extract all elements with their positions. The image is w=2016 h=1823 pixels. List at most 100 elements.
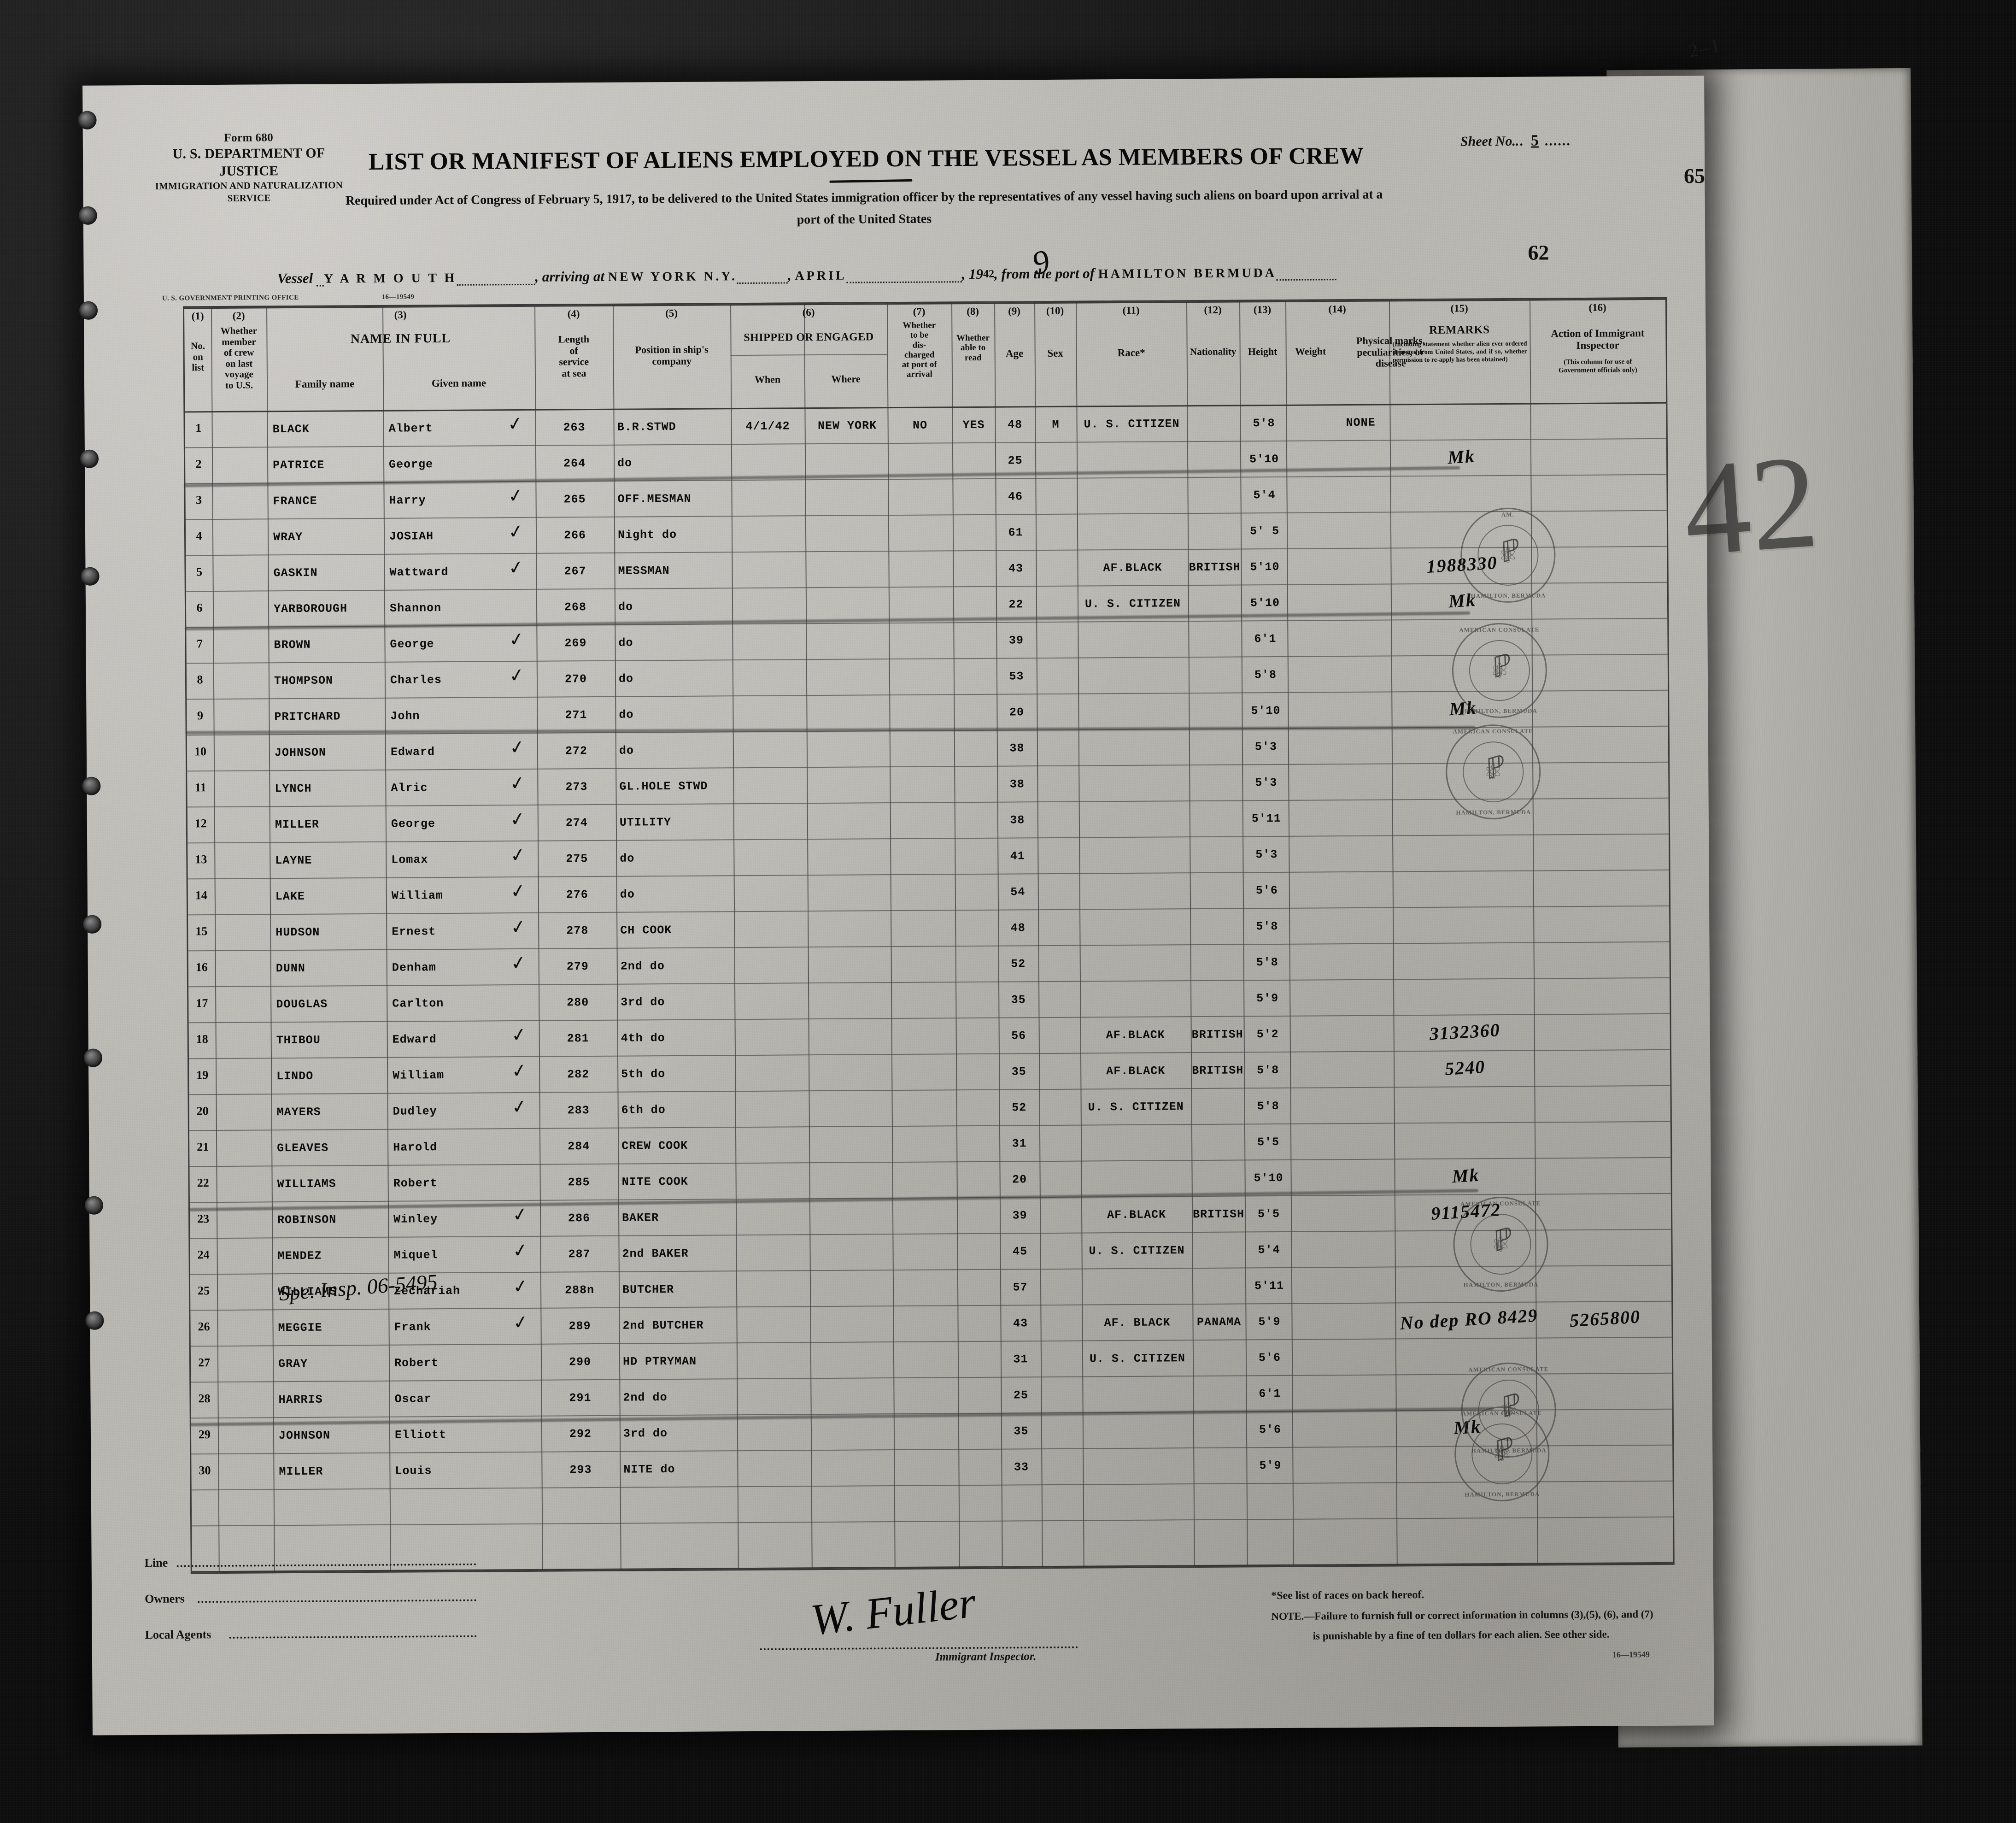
footer-local-agents-rule bbox=[229, 1635, 477, 1639]
cell-age: 43 bbox=[1008, 562, 1024, 576]
cell-service: 274 bbox=[565, 816, 588, 830]
cell-position: MESSMAN bbox=[618, 564, 670, 578]
stamp-top-text: AMERICAN CONSULATE bbox=[1461, 1409, 1542, 1417]
cell-service: 272 bbox=[565, 744, 588, 758]
cell-age: 56 bbox=[1011, 1029, 1026, 1043]
cell-given: William bbox=[393, 1069, 445, 1082]
punch-hole bbox=[83, 915, 102, 934]
cell-service: 269 bbox=[564, 636, 587, 650]
cell-nationality: BRITISH bbox=[1193, 1207, 1245, 1222]
cell-given: John bbox=[390, 709, 420, 723]
cell-age: 52 bbox=[1012, 1101, 1027, 1115]
column-number-7: (7) bbox=[913, 306, 926, 318]
stamp-top-text: AM. bbox=[1501, 511, 1514, 518]
cell-height: 5'10 bbox=[1250, 560, 1280, 574]
cell-service: 285 bbox=[568, 1176, 590, 1189]
cell-position: BUTCHER bbox=[622, 1282, 674, 1297]
pen-checkmark: ✓ bbox=[506, 412, 525, 435]
cell-age: 25 bbox=[1013, 1388, 1029, 1402]
cell-height: 5'8 bbox=[1254, 668, 1277, 682]
cell-position: do bbox=[618, 672, 634, 686]
cell-no: 5 bbox=[196, 565, 203, 579]
cell-family: YARBOROUGH bbox=[273, 602, 348, 616]
cell-height: 5'2 bbox=[1256, 1027, 1279, 1041]
cell-given: Charles bbox=[390, 673, 442, 687]
cell-position: HD PTRYMAN bbox=[622, 1354, 697, 1369]
consulate-stamp: ⚛ AMERICAN CONSULATE HAMILTON, BERMUDA ℙ bbox=[1445, 724, 1541, 820]
cell-service: 290 bbox=[568, 1355, 592, 1369]
footer-owners-label: Owners bbox=[145, 1592, 185, 1606]
header-action-of-inspector: Action of Immigrant Inspector bbox=[1551, 327, 1645, 351]
punch-hole bbox=[80, 449, 99, 468]
cell-service: 292 bbox=[569, 1427, 592, 1441]
cell-no: 6 bbox=[196, 601, 203, 615]
cell-race: U. S. CITIZEN bbox=[1088, 1100, 1184, 1114]
cell-remarks: Mk bbox=[1451, 1164, 1480, 1187]
print-code: 16—19549 bbox=[381, 293, 415, 301]
cell-family: DOUGLAS bbox=[276, 997, 328, 1011]
cell-height: 5'5 bbox=[1258, 1207, 1280, 1221]
cell-height: 5'9 bbox=[1258, 1315, 1281, 1329]
cell-given: Oscar bbox=[394, 1392, 432, 1406]
cell-position: GL.HOLE STWD bbox=[619, 779, 708, 794]
cell-no: 9 bbox=[197, 709, 204, 723]
penalty-note-line1: NOTE.—Failure to furnish full or correct… bbox=[1271, 1608, 1653, 1623]
arriving-label: , arriving at bbox=[535, 268, 605, 285]
cell-family: MILLER bbox=[279, 1464, 323, 1479]
cell-no: 28 bbox=[198, 1392, 211, 1405]
cell-service: 293 bbox=[569, 1463, 592, 1477]
cell-given: George bbox=[391, 817, 436, 831]
column-number-1: (1) bbox=[191, 310, 204, 322]
cell-age: 38 bbox=[1010, 813, 1025, 827]
cell-family: HARRIS bbox=[278, 1393, 323, 1407]
pen-checkmark: ✓ bbox=[506, 484, 525, 507]
cell-no: 30 bbox=[199, 1464, 211, 1477]
cell-remarks: 5240 bbox=[1444, 1056, 1486, 1080]
cell-given: Harold bbox=[393, 1141, 438, 1154]
cell-age: 52 bbox=[1011, 957, 1026, 971]
cell-age: 22 bbox=[1008, 598, 1024, 612]
cell-family: LAYNE bbox=[275, 853, 312, 868]
column-number-11: (11) bbox=[1122, 304, 1140, 317]
cell-nationality: BRITISH bbox=[1189, 560, 1241, 575]
cell-family: LINDO bbox=[276, 1069, 314, 1083]
header-shipped-or-engaged: SHIPPED OR ENGAGED bbox=[744, 331, 874, 344]
cell-age: 20 bbox=[1012, 1173, 1027, 1187]
cell-age: 46 bbox=[1008, 490, 1023, 504]
cell-family: ROBINSON bbox=[277, 1213, 337, 1227]
cell-height: 5'8 bbox=[1256, 919, 1278, 934]
cell-service: 289 bbox=[568, 1319, 591, 1333]
consulate-stamp: ⚛ AM. HAMILTON, BERMUDA ℙ bbox=[1460, 507, 1556, 603]
cell-age: 48 bbox=[1010, 921, 1026, 935]
cell-given: Albert bbox=[388, 422, 433, 435]
cell-remarks: No dep RO 8429 bbox=[1399, 1305, 1539, 1334]
column-number-14: (14) bbox=[1328, 303, 1346, 315]
printing-office-text: U. S. GOVERNMENT PRINTING OFFICE bbox=[162, 294, 299, 302]
cell-service: 291 bbox=[569, 1391, 592, 1405]
cell-no: 23 bbox=[197, 1212, 210, 1226]
column-number-5: (5) bbox=[665, 307, 678, 319]
cell-no: 10 bbox=[194, 745, 207, 759]
cell-no: 16 bbox=[195, 960, 208, 974]
cell-position: B.R.STWD bbox=[617, 420, 676, 434]
printing-office-note: U. S. GOVERNMENT PRINTING OFFICE 16—19549 bbox=[162, 293, 415, 302]
pen-checkmark: ✓ bbox=[509, 915, 527, 939]
column-number-10: (10) bbox=[1046, 305, 1064, 317]
inspector-signature-label: Immigrant Inspector. bbox=[935, 1650, 1037, 1664]
cell-service: 264 bbox=[563, 457, 586, 470]
footer-form-code: 16—19549 bbox=[1612, 1650, 1650, 1659]
cell-no: 13 bbox=[195, 853, 207, 866]
cell-given: Wattward bbox=[389, 565, 449, 579]
cell-race: AF.BLACK bbox=[1107, 1208, 1166, 1222]
pen-checkmark: ✓ bbox=[511, 1311, 530, 1334]
cell-family: FRANCE bbox=[273, 494, 317, 508]
cell-height: 5'9 bbox=[1256, 991, 1279, 1006]
cell-service: 270 bbox=[564, 672, 587, 686]
year-value: 42 bbox=[983, 268, 995, 280]
cell-given: Lomax bbox=[391, 853, 428, 867]
footer-line-label: Line bbox=[144, 1556, 168, 1570]
stamp-top-text: AMERICAN CONSULATE bbox=[1459, 626, 1540, 634]
stamp-bottom-text: HAMILTON, BERMUDA bbox=[1456, 808, 1531, 816]
cell-no: 7 bbox=[196, 637, 203, 651]
cell-service: 266 bbox=[563, 529, 586, 542]
